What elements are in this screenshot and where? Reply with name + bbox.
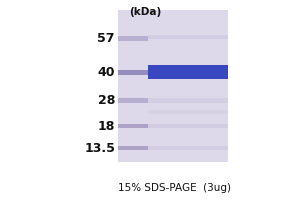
- Text: 57: 57: [98, 31, 115, 45]
- Bar: [118, 70, 148, 74]
- Bar: [118, 146, 148, 150]
- Bar: [118, 98, 148, 102]
- Text: 15% SDS-PAGE  (3ug): 15% SDS-PAGE (3ug): [118, 183, 232, 193]
- Bar: [148, 110, 228, 114]
- Bar: [148, 124, 228, 128]
- Text: 18: 18: [98, 119, 115, 132]
- Text: 28: 28: [98, 94, 115, 106]
- Bar: [118, 10, 228, 162]
- Bar: [148, 65, 228, 79]
- Bar: [118, 124, 148, 128]
- Bar: [148, 35, 228, 39]
- Text: 40: 40: [98, 66, 115, 78]
- Bar: [118, 36, 148, 40]
- Bar: [148, 146, 228, 150]
- Text: (kDa): (kDa): [129, 7, 161, 17]
- Text: 13.5: 13.5: [84, 142, 115, 154]
- Bar: [148, 98, 228, 102]
